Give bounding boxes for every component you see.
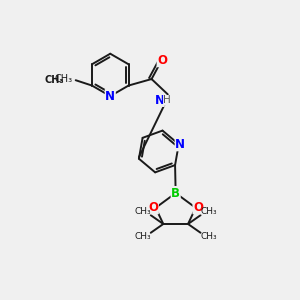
Text: CH₃: CH₃ (200, 207, 217, 216)
Text: O: O (193, 201, 203, 214)
Text: H: H (163, 95, 171, 105)
Text: O: O (157, 54, 167, 67)
Text: CH₃: CH₃ (200, 232, 217, 242)
Text: N: N (154, 94, 164, 107)
Text: N: N (105, 90, 115, 103)
Text: CH₃: CH₃ (134, 207, 151, 216)
Text: O: O (148, 201, 158, 214)
Text: CH₃: CH₃ (54, 74, 72, 84)
Text: CH₃: CH₃ (45, 75, 64, 85)
Text: CH₃: CH₃ (134, 232, 151, 242)
Text: N: N (175, 138, 185, 151)
Text: B: B (171, 187, 180, 200)
